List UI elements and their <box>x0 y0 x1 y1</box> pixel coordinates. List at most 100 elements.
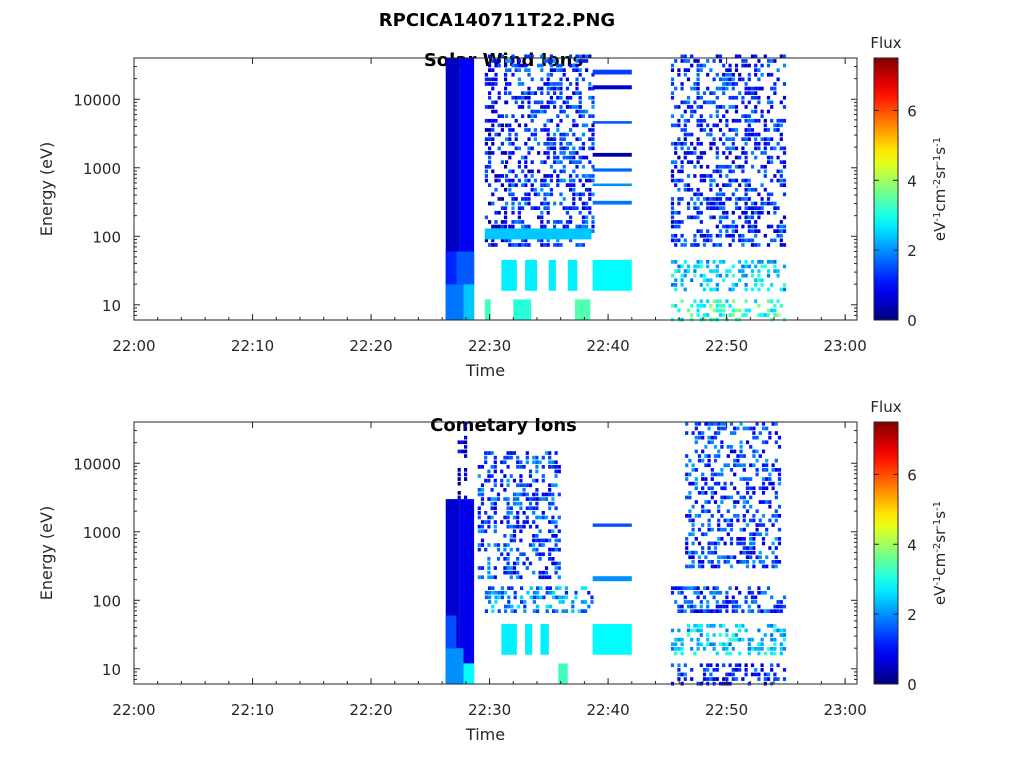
heatmap-cell <box>744 197 748 201</box>
heatmap-cell <box>699 633 703 637</box>
heatmap-cell <box>581 146 585 151</box>
heatmap-cell <box>508 224 512 229</box>
heatmap-cell <box>750 118 755 123</box>
heatmap-cell <box>715 308 719 313</box>
heatmap-cell <box>709 609 713 613</box>
heatmap-cell <box>484 174 488 178</box>
heatmap-cell <box>742 546 746 550</box>
heatmap-cell <box>575 68 579 72</box>
heatmap-cell <box>584 609 588 613</box>
heatmap-cell <box>505 238 509 243</box>
heatmap-cell <box>500 595 504 600</box>
heatmap-cell <box>541 465 545 469</box>
heatmap-cell <box>741 197 745 201</box>
heatmap-cell <box>782 146 787 151</box>
x-tick-label: 22:00 <box>112 701 155 719</box>
heatmap-cell <box>493 483 497 488</box>
heatmap-cell <box>674 220 678 224</box>
heatmap-cell <box>718 137 723 141</box>
heatmap-cell <box>549 137 553 141</box>
heatmap-cell <box>733 426 737 431</box>
heatmap-cell <box>497 95 501 100</box>
heatmap-cell <box>516 465 520 469</box>
heatmap-cell <box>670 210 675 215</box>
heatmap-cell <box>750 128 755 132</box>
heatmap-cell <box>512 566 517 570</box>
heatmap-cell <box>773 264 777 269</box>
heatmap-cell <box>592 152 632 157</box>
heatmap-cell <box>683 155 687 160</box>
heatmap-cell <box>709 132 713 137</box>
heatmap-cell <box>670 201 675 206</box>
heatmap-cell <box>734 63 739 68</box>
heatmap-cell <box>457 472 461 477</box>
heatmap-cell <box>537 86 541 91</box>
heatmap-cell <box>537 141 541 146</box>
heatmap-cell <box>588 54 592 59</box>
heatmap-cell <box>696 155 700 160</box>
heatmap-cell <box>745 426 750 431</box>
heatmap-cell <box>706 668 710 672</box>
heatmap-cell <box>554 451 558 455</box>
heatmap-cell <box>585 215 589 220</box>
heatmap-cell <box>528 501 533 506</box>
heatmap-cell <box>709 114 713 118</box>
heatmap-cell <box>771 481 775 486</box>
heatmap-cell <box>761 426 766 431</box>
heatmap-cell <box>688 495 692 500</box>
heatmap-cell <box>766 273 771 278</box>
heatmap-cell <box>541 570 545 575</box>
heatmap-cell <box>487 524 491 529</box>
heatmap-cell <box>528 483 533 488</box>
heatmap-cell <box>546 174 550 178</box>
heatmap-cell <box>725 642 729 647</box>
heatmap-cell <box>768 504 772 509</box>
heatmap-cell <box>588 128 592 132</box>
heatmap-cell <box>696 59 700 63</box>
heatmap-cell <box>497 178 501 183</box>
heatmap-cell <box>760 164 764 169</box>
heatmap-cell <box>497 132 501 137</box>
heatmap-cell <box>699 114 703 118</box>
heatmap-cell <box>709 197 713 201</box>
heatmap-cell <box>712 91 716 95</box>
heatmap-cell <box>493 575 497 580</box>
heatmap-cell <box>734 109 739 114</box>
heatmap-cell <box>519 465 523 469</box>
heatmap-cell <box>546 72 550 77</box>
heatmap-cell <box>782 668 787 672</box>
heatmap-cell <box>725 672 729 677</box>
heatmap-cell <box>712 201 716 206</box>
heatmap-cell <box>493 511 497 515</box>
heatmap-cell <box>725 68 729 72</box>
heatmap-cell <box>728 164 732 169</box>
heatmap-cell <box>512 515 517 520</box>
heatmap-cell <box>525 566 529 570</box>
heatmap-cell <box>728 183 732 187</box>
heatmap-cell <box>734 586 739 590</box>
heatmap-cell <box>779 118 783 123</box>
heatmap-cell <box>729 445 734 449</box>
heatmap-cell <box>754 668 758 672</box>
heatmap-cell <box>760 86 764 91</box>
heatmap-cell <box>680 178 684 183</box>
heatmap-cell <box>569 141 573 146</box>
heatmap-cell <box>723 560 727 564</box>
heatmap-cell <box>578 100 582 105</box>
heatmap-cell <box>706 206 710 210</box>
heatmap-cell <box>511 54 515 59</box>
heatmap-cell <box>758 431 762 435</box>
heatmap-cell <box>715 600 719 604</box>
heatmap-cell <box>757 590 761 595</box>
heatmap-cell <box>693 628 697 633</box>
heatmap-cell <box>530 77 534 82</box>
heatmap-cell <box>761 468 766 472</box>
heatmap-cell <box>725 633 729 637</box>
heatmap-cell <box>697 555 702 560</box>
heatmap-cell <box>749 532 753 537</box>
heatmap-cell <box>491 224 495 229</box>
heatmap-cell <box>701 435 705 440</box>
heatmap-cell <box>757 642 761 647</box>
heatmap-cell <box>546 82 550 86</box>
heatmap-cell <box>718 233 723 238</box>
